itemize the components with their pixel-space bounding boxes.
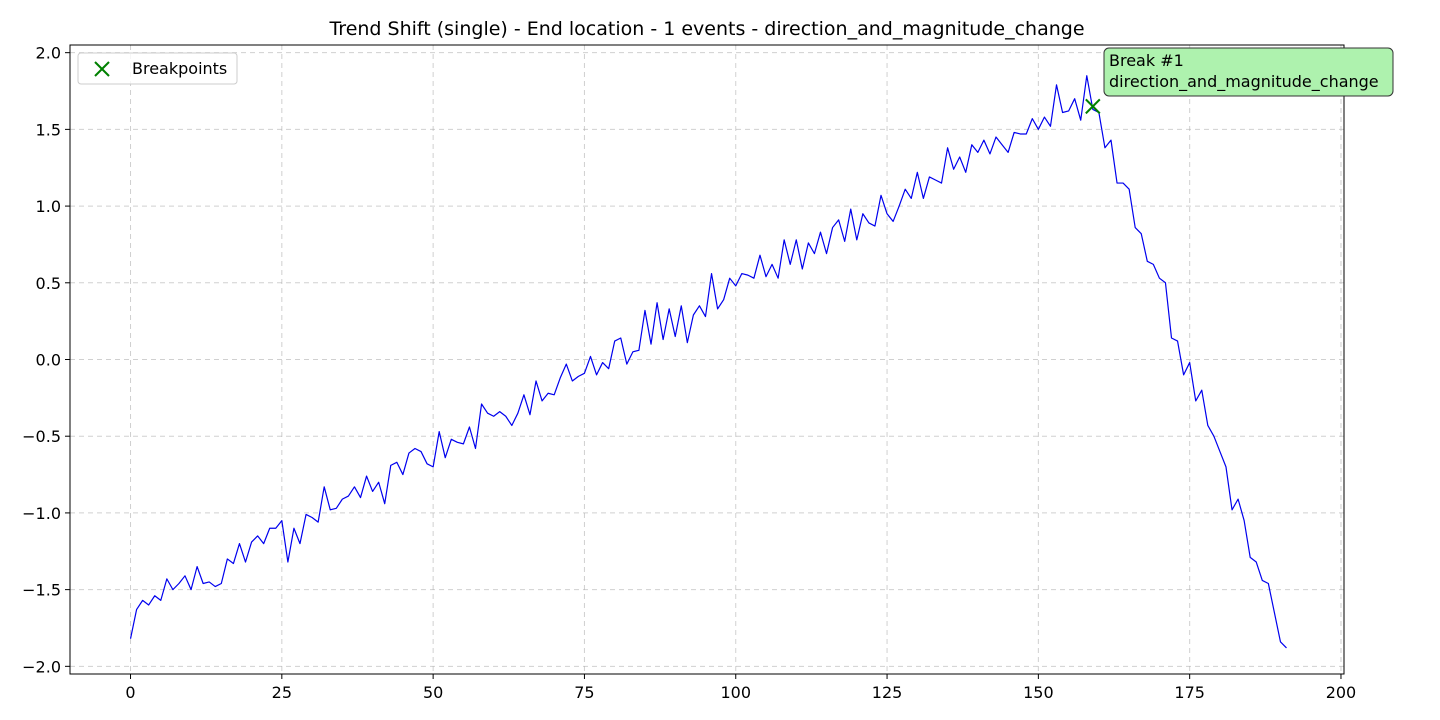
y-tick-label: −1.0 [22, 504, 61, 523]
y-axis: 2.0 1.5 1.0 0.5 0.0 −0.5 −1.0 −1.5 −2.0 [22, 44, 70, 676]
x-tick-label: 75 [574, 683, 594, 702]
y-tick-label: 1.0 [36, 197, 61, 216]
legend-box [77, 52, 238, 85]
grid [70, 45, 1344, 674]
breakpoint-x-icon [1085, 98, 1101, 115]
x-tick-label: 0 [125, 683, 135, 702]
x-tick-label: 175 [1174, 683, 1205, 702]
y-tick-label: −1.5 [22, 581, 61, 600]
series-layer [129, 75, 1287, 649]
x-tick-label: 200 [1326, 683, 1357, 702]
series-line [129, 75, 1287, 649]
legend-label-breakpoints: Breakpoints [132, 59, 227, 78]
chart-title: Trend Shift (single) - End location - 1 … [328, 18, 1084, 40]
annotation-type: direction_and_magnitude_change [1109, 72, 1379, 92]
y-tick-label: 0.0 [36, 351, 61, 370]
legend-marker-x-icon [94, 61, 110, 77]
break-annotation: Break #1 direction_and_magnitude_change [1103, 47, 1394, 97]
y-tick-label: 1.5 [36, 120, 61, 139]
x-tick-label: 150 [1023, 683, 1054, 702]
y-tick-label: 0.5 [36, 274, 61, 293]
x-tick-label: 25 [272, 683, 292, 702]
x-tick-label: 125 [872, 683, 903, 702]
annotation-box [1103, 47, 1394, 97]
annotation-title: Break #1 [1109, 51, 1184, 70]
x-tick-label: 50 [423, 683, 443, 702]
y-tick-label: −0.5 [22, 427, 61, 446]
x-tick-label: 100 [720, 683, 751, 702]
legend: Breakpoints [77, 52, 238, 85]
y-tick-label: 2.0 [36, 44, 61, 63]
y-tick-label: −2.0 [22, 657, 61, 676]
breakpoint-markers [1085, 98, 1101, 115]
x-axis: 0 25 50 75 100 125 150 175 200 [125, 674, 1356, 702]
